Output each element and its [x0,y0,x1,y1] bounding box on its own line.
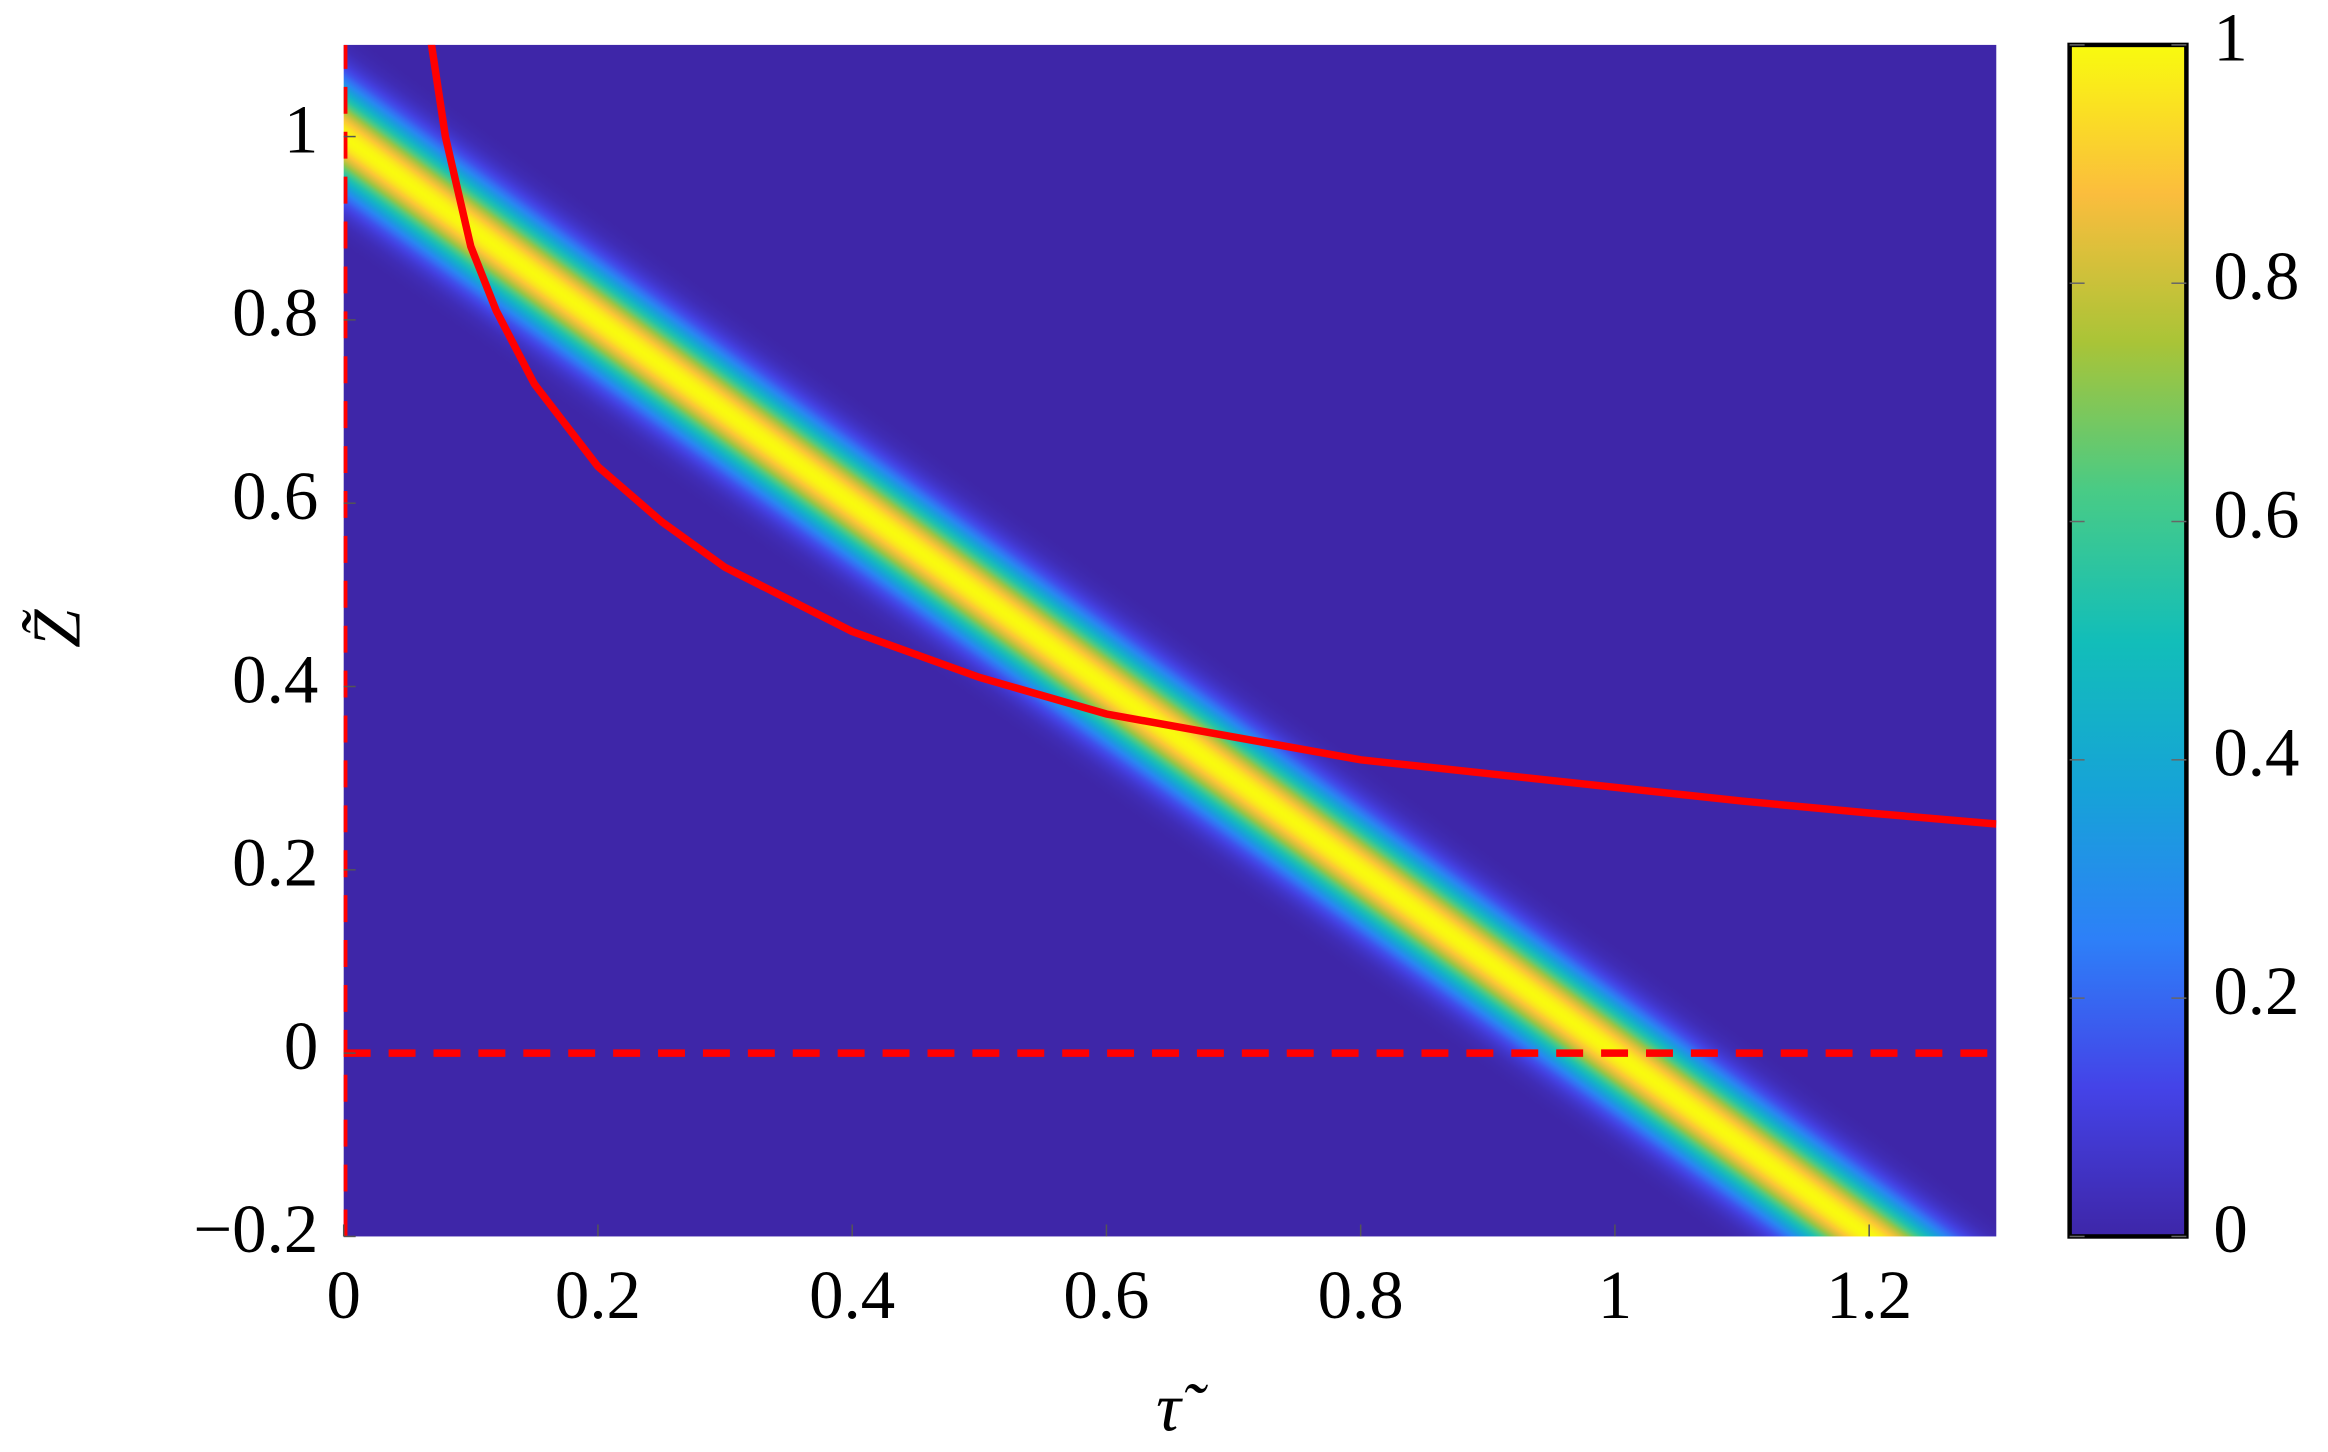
colorbar-tick-label: 1 [2213,0,2247,76]
x-tick-label: 0.6 [1063,1257,1149,1333]
colorbar [2067,42,2189,1239]
colorbar-tick-label: 0.2 [2213,953,2299,1029]
y-tick-label: −0.2 [193,1191,318,1267]
x-tick-label: 1.2 [1826,1257,1912,1333]
x-tick-label: 1 [1598,1257,1632,1333]
y-tick-label: 0.4 [232,641,318,717]
colorbar-tick-label: 0.8 [2213,238,2299,314]
y-axis-label: Z̃ [19,609,95,648]
colorbar-tick-label: 0.4 [2213,715,2299,791]
colorbar-tick-label: 0.6 [2213,476,2299,552]
x-tick-label: 0.4 [809,1257,895,1333]
lines [343,44,1997,1237]
y-tick-label: 1 [284,91,318,167]
curve [427,44,1997,828]
x-tick-label: 0 [326,1257,360,1333]
x-tick-label: 0.8 [1318,1257,1404,1333]
colorbar-tick-label: 0 [2213,1191,2247,1267]
y-tick-label: 0.2 [232,825,318,901]
heatmap [343,44,1997,1237]
y-tick-label: 0.6 [232,458,318,534]
y-tick-label: 0 [284,1008,318,1084]
y-tick-label: 0.8 [232,275,318,351]
x-tick-label: 0.2 [555,1257,641,1333]
x-axis-label: τ̃ [1156,1369,1209,1445]
